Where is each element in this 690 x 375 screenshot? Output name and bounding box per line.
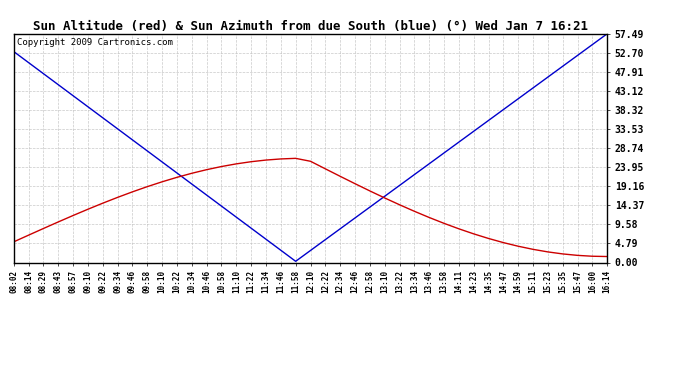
Title: Sun Altitude (red) & Sun Azimuth from due South (blue) (°) Wed Jan 7 16:21: Sun Altitude (red) & Sun Azimuth from du… [33,20,588,33]
Text: Copyright 2009 Cartronics.com: Copyright 2009 Cartronics.com [17,38,172,47]
